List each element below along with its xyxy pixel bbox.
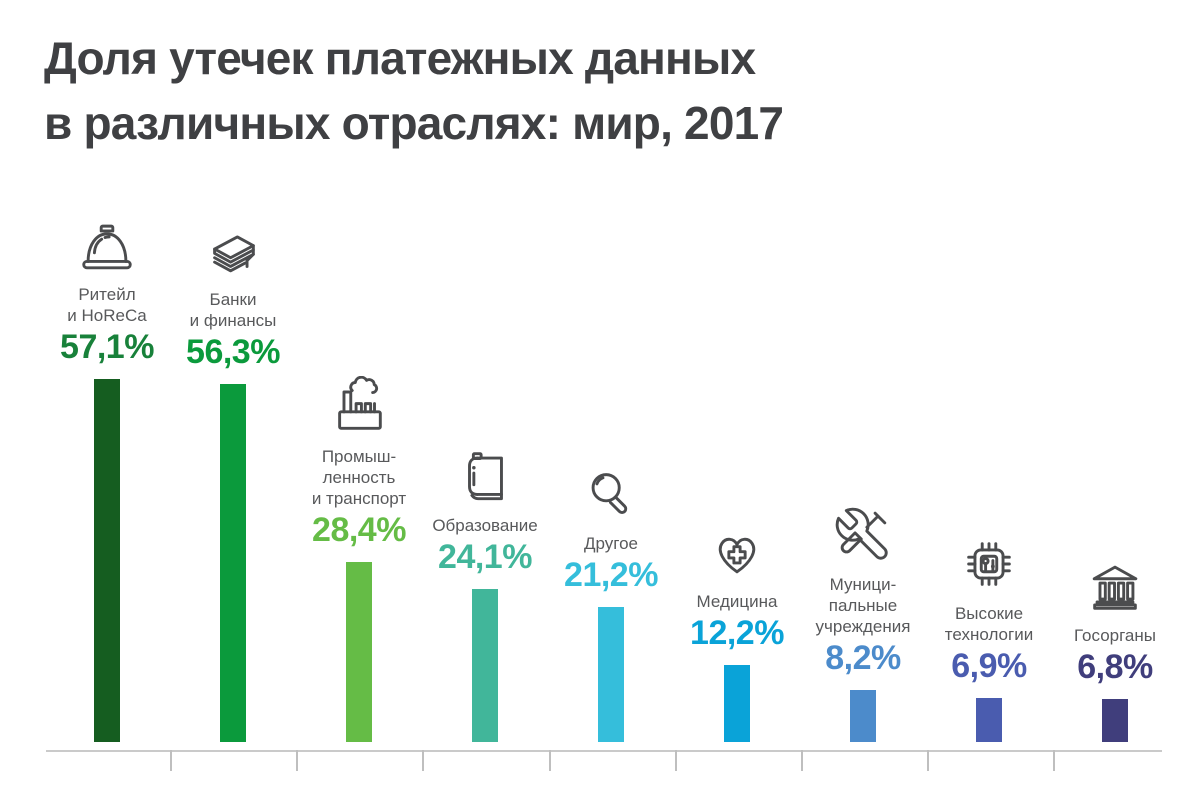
bar: [346, 562, 372, 742]
chart-title: Доля утечек платежных данных в различных…: [44, 26, 784, 157]
book-icon: [454, 445, 516, 507]
banknotes-icon: [202, 219, 264, 281]
category-label: Другое: [583, 533, 638, 553]
chart-title-line-2: в различных отраслях: мир, 2017: [44, 97, 784, 150]
value-label: 12,2%: [690, 614, 784, 652]
category-label: Муници- пальные учреждения: [815, 574, 911, 636]
axis-tick: [927, 750, 929, 771]
bar-column-retail: Ритейл и HoReCa 57,1%: [44, 195, 170, 742]
category-label: Промыш- ленность и транспорт: [311, 446, 407, 508]
bar-column-banks: Банки и финансы 56,3%: [170, 195, 296, 742]
bar-column-government: Госорганы 6,8%: [1052, 195, 1178, 742]
value-label: 6,9%: [951, 647, 1027, 685]
category-label: Банки и финансы: [189, 289, 277, 330]
bar-column-hightech: Высокие технологии 6,9%: [926, 195, 1052, 742]
cloche-icon: [76, 214, 138, 276]
category-label: Образование: [432, 515, 538, 535]
bar: [976, 698, 1002, 742]
bar-column-other: Другое 21,2%: [548, 195, 674, 742]
value-label: 56,3%: [186, 333, 280, 371]
tools-icon: [832, 504, 894, 566]
category-label: Высокие технологии: [944, 603, 1034, 644]
value-label: 28,4%: [312, 511, 406, 549]
bar-chart: Ритейл и HoReCa 57,1% Банки и финан: [44, 195, 1178, 742]
category-label: Медицина: [696, 591, 778, 611]
bank-icon: [1084, 555, 1146, 617]
axis-line: [46, 750, 1162, 752]
bar: [1102, 699, 1128, 742]
bar-column-education: Образование 24,1%: [422, 195, 548, 742]
category-label: Госорганы: [1073, 625, 1156, 645]
magnifier-icon: [580, 463, 642, 525]
bar: [472, 589, 498, 742]
axis-tick: [170, 750, 172, 771]
bar: [724, 665, 750, 742]
value-label: 57,1%: [60, 328, 154, 366]
axis-tick: [549, 750, 551, 771]
bar: [598, 607, 624, 742]
bar-column-municipal: Муници- пальные учреждения 8,2%: [800, 195, 926, 742]
category-label: Ритейл и HoReCa: [67, 284, 147, 325]
axis-tick: [296, 750, 298, 771]
heart-cross-icon: [706, 521, 768, 583]
bar: [850, 690, 876, 742]
chart-title-line-1: Доля утечек платежных данных: [44, 32, 756, 84]
bar-column-industry: Промыш- ленность и транспорт 28,4%: [296, 195, 422, 742]
value-label: 21,2%: [564, 556, 658, 594]
value-label: 24,1%: [438, 538, 532, 576]
factory-icon: [328, 375, 390, 438]
axis-tick: [801, 750, 803, 771]
axis-tick: [422, 750, 424, 771]
value-label: 6,8%: [1077, 648, 1153, 686]
bar: [94, 379, 120, 742]
bar: [220, 384, 246, 742]
value-label: 8,2%: [825, 639, 901, 677]
bar-column-medicine: Медицина 12,2%: [674, 195, 800, 742]
axis-tick: [1053, 750, 1055, 771]
chip-icon: [958, 533, 1020, 595]
axis-tick: [675, 750, 677, 771]
